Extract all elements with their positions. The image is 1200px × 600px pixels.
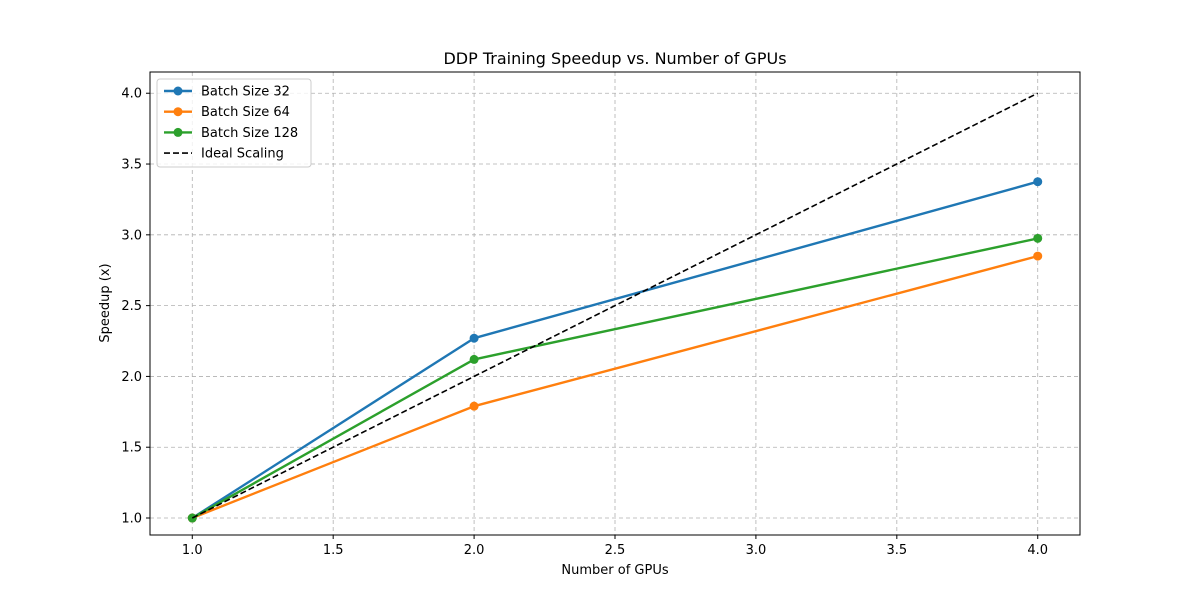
x-tick-label: 2.0 <box>464 543 485 558</box>
y-tick-label: 3.5 <box>121 158 142 173</box>
x-tick-label: 1.5 <box>323 543 344 558</box>
legend-label-batch-size-32: Batch Size 32 <box>201 85 290 100</box>
series-line-ideal-scaling <box>191 92 1039 519</box>
y-tick-label: 3.0 <box>121 228 142 243</box>
plot-series <box>187 92 1043 523</box>
x-tick-label: 3.0 <box>746 543 767 558</box>
y-tick-label: 1.0 <box>121 512 142 527</box>
data-point-batch-size-64 <box>469 401 479 411</box>
axis-ticks: 1.0 1.5 2.0 2.5 3.0 3.5 4.0 1.0 1.5 2.0 2.5 3.0 3.5 4… <box>121 87 1048 558</box>
chart-title: DDP Training Speedup vs. Number of GPUs <box>443 49 786 68</box>
series-line-batch-size-128 <box>191 237 1038 520</box>
legend-label-batch-size-64: Batch Size 64 <box>201 105 290 120</box>
data-point-batch-size-128 <box>1033 233 1043 243</box>
legend-marker-batch-size-32 <box>173 86 183 96</box>
legend-label-ideal-scaling: Ideal Scaling <box>201 147 284 162</box>
y-tick-label: 2.0 <box>121 370 142 385</box>
y-tick-label: 1.5 <box>121 441 142 456</box>
x-tick-label: 1.0 <box>182 543 203 558</box>
legend: Batch Size 32 Batch Size 64 Batch Size 128… <box>156 78 312 168</box>
y-tick-label: 4.0 <box>121 87 142 102</box>
x-tick-label: 4.0 <box>1027 543 1048 558</box>
legend-label-batch-size-128: Batch Size 128 <box>201 126 298 141</box>
x-tick-label: 2.5 <box>605 543 626 558</box>
x-tick-label: 3.5 <box>886 543 907 558</box>
data-point-batch-size-64 <box>1033 251 1043 261</box>
legend-marker-batch-size-64 <box>173 107 183 117</box>
y-axis-label: Speedup (x) <box>98 263 113 342</box>
legend-box <box>156 78 312 168</box>
data-point-batch-size-32 <box>1033 177 1043 187</box>
x-axis-label: Number of GPUs <box>561 563 668 578</box>
y-tick-label: 2.5 <box>121 299 142 314</box>
data-point-batch-size-128 <box>187 513 197 523</box>
data-point-batch-size-128 <box>469 354 479 364</box>
legend-marker-batch-size-128 <box>173 127 183 137</box>
data-point-batch-size-32 <box>469 333 479 343</box>
